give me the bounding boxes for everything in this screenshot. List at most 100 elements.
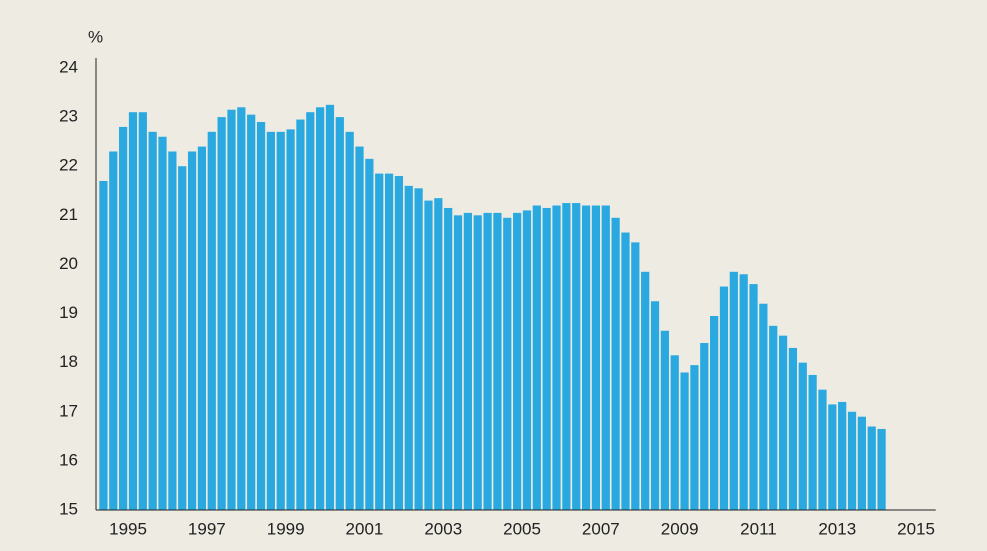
bar (867, 426, 876, 510)
bar (316, 107, 325, 511)
bar (749, 284, 758, 510)
bar (217, 117, 226, 510)
bar (109, 151, 118, 510)
x-tick-label: 2001 (346, 519, 384, 538)
x-tick-label: 2013 (818, 519, 856, 538)
bar (828, 404, 837, 510)
y-tick-label: 23 (59, 107, 78, 126)
bar (818, 389, 827, 510)
bar (838, 401, 847, 510)
bar (247, 114, 256, 511)
bar (256, 122, 266, 511)
bar (798, 362, 807, 510)
bar (759, 303, 768, 510)
bar (99, 180, 108, 510)
bar (148, 131, 157, 510)
bar (345, 131, 354, 510)
bar (158, 136, 167, 510)
bar (660, 330, 669, 510)
bar (237, 107, 246, 511)
bar (877, 428, 886, 510)
bar (739, 274, 748, 510)
bar (808, 374, 817, 510)
bar (453, 215, 463, 511)
bar (434, 198, 443, 510)
bar (266, 131, 275, 510)
bar (355, 146, 364, 511)
bar (542, 207, 551, 510)
bar (611, 217, 620, 511)
bar (335, 117, 344, 510)
y-tick-label: 15 (59, 499, 78, 518)
bar (463, 212, 472, 510)
bar (384, 173, 394, 511)
bar (532, 205, 541, 510)
bar (207, 131, 216, 510)
bar (729, 271, 738, 510)
y-tick-label: 20 (59, 254, 78, 273)
bar (306, 112, 315, 510)
y-tick-label: 24 (59, 57, 78, 76)
bar (670, 355, 679, 510)
bar (444, 207, 453, 510)
y-tick-label: 17 (59, 401, 78, 420)
bar (414, 188, 423, 511)
bar (847, 411, 857, 510)
bar (197, 146, 207, 511)
x-tick-label: 2011 (740, 519, 777, 538)
bar (591, 205, 601, 510)
bar (700, 343, 709, 510)
bar (581, 205, 591, 510)
bar (562, 203, 571, 511)
y-tick-label: 22 (59, 156, 78, 175)
y-tick-label: 19 (59, 303, 78, 322)
bar (710, 316, 719, 510)
bar (503, 217, 512, 511)
bar (719, 286, 729, 510)
bar (621, 232, 630, 510)
bar (690, 365, 699, 510)
bar (227, 109, 236, 510)
y-tick-label: 16 (59, 450, 78, 469)
x-tick-label: 1999 (267, 519, 305, 538)
bar (788, 347, 798, 510)
bar (473, 215, 482, 511)
x-tick-label: 2007 (582, 519, 620, 538)
bar (325, 104, 335, 510)
bar (769, 325, 778, 510)
bar (483, 212, 492, 510)
bar (424, 200, 433, 510)
bar (680, 372, 689, 510)
x-tick-label: 2009 (661, 519, 699, 538)
bar (493, 212, 502, 510)
bar (187, 151, 197, 510)
bar (119, 126, 128, 510)
x-tick-label: 2005 (503, 519, 541, 538)
bar (778, 335, 788, 510)
bar (522, 210, 532, 510)
bar (552, 205, 561, 510)
bar (365, 158, 374, 510)
y-tick-label: 18 (59, 352, 78, 371)
y-tick-label: 21 (59, 205, 78, 224)
bar (375, 173, 384, 511)
bar (601, 205, 610, 510)
bar (286, 129, 295, 510)
bar (296, 119, 305, 511)
bar (513, 212, 522, 510)
x-tick-label: 1995 (109, 519, 147, 538)
bar (404, 185, 413, 510)
bar (572, 203, 581, 511)
bar (631, 242, 640, 510)
bar (128, 112, 138, 510)
y-axis-label: % (88, 27, 103, 46)
bar (276, 131, 285, 510)
bar (650, 301, 660, 510)
x-tick-label: 2015 (897, 519, 935, 538)
bar (394, 176, 404, 511)
x-tick-label: 2003 (424, 519, 462, 538)
bar (168, 151, 177, 510)
bar (178, 166, 187, 510)
